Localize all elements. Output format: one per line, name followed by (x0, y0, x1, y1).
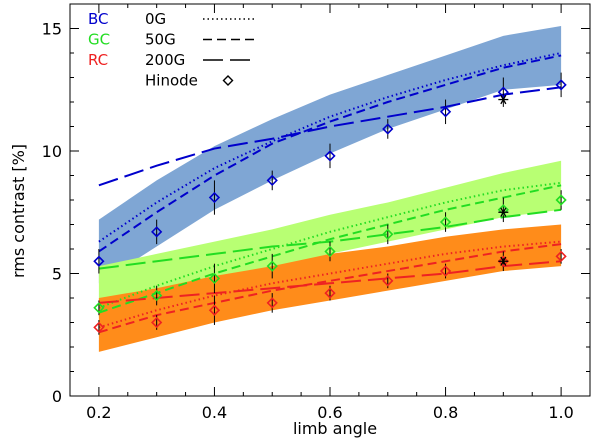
x-tick-label: 1.0 (548, 403, 573, 422)
legend: BC GC RC 0G 50G 200G Hinode (88, 10, 257, 90)
legend-channel-gc: GC (88, 31, 110, 49)
star-marker (498, 94, 509, 105)
legend-hinode-marker (222, 75, 234, 86)
gc-hinode-point (208, 272, 221, 285)
bc-hinode-point (151, 226, 163, 238)
bc-hinode-point (208, 191, 221, 204)
star-stroke (500, 94, 507, 105)
gc-hinode-point (382, 228, 394, 240)
legend-channel-rc: RC (88, 51, 108, 69)
gc-hinode-point (324, 245, 336, 258)
x-tick-label: 0.6 (317, 403, 342, 422)
gc-hinode-point (266, 260, 278, 272)
rc-hinode-point (266, 297, 278, 309)
x-tick-label: 0.4 (202, 403, 227, 422)
gc-50g-line (98, 184, 562, 314)
axes-layer: 0.2 0.4 0.6 0.8 1.0 0 5 10 15 (42, 3, 591, 422)
bc-200g-line (98, 86, 562, 187)
gc-hinode-point (439, 216, 452, 228)
legend-channel-bc: BC (88, 10, 109, 28)
legend-style-200g: 200G (145, 51, 185, 69)
rc-hinode-point (151, 316, 163, 329)
y-tick-label: 5 (52, 265, 62, 284)
y-tick-label: 10 (42, 142, 62, 161)
bc-hinode-point (382, 123, 394, 135)
x-tick-label: 0.2 (86, 403, 111, 422)
y-axis-label: rms contrast [%] (9, 144, 28, 278)
gc-hinode-point (555, 194, 567, 206)
star-stroke (500, 207, 507, 217)
rc-hinode-point (93, 321, 105, 334)
y-tick-label: 15 (42, 20, 62, 39)
bc-hinode-point (555, 79, 567, 91)
bc-hinode-point (439, 106, 452, 118)
rc-hinode-point (324, 287, 336, 299)
bc-hinode-point (497, 86, 509, 98)
y-tick-label: 0 (52, 387, 62, 406)
gc-0g-line (98, 181, 562, 309)
bc-50g-line (98, 54, 562, 253)
rc-hinode-point (555, 250, 567, 262)
bc-hinode-point (93, 255, 105, 267)
rc-hinode-point (382, 275, 394, 287)
gc-hinode-point (151, 289, 163, 302)
bc-hinode-point (266, 174, 278, 187)
rc-200g-line (98, 260, 562, 304)
rc-hinode-point (497, 255, 509, 267)
bc-hinode-point (324, 150, 336, 162)
star-stroke (500, 256, 507, 266)
rc-50g-line (98, 243, 562, 334)
bc-variation-band (98, 26, 562, 284)
legend-style-0g: 0G (145, 10, 166, 28)
gc-hinode-point (93, 302, 105, 314)
legend-style-50g: 50G (145, 31, 176, 49)
legend-hinode-label: Hinode (145, 72, 198, 90)
rc-hinode-point (208, 304, 221, 316)
x-tick-label: 0.8 (433, 403, 458, 422)
x-axis-label: limb angle (293, 419, 377, 438)
star-marker (498, 207, 509, 217)
star-marker (498, 256, 509, 266)
hinode-observations-layer (93, 72, 567, 335)
rc-hinode-point (439, 265, 452, 277)
